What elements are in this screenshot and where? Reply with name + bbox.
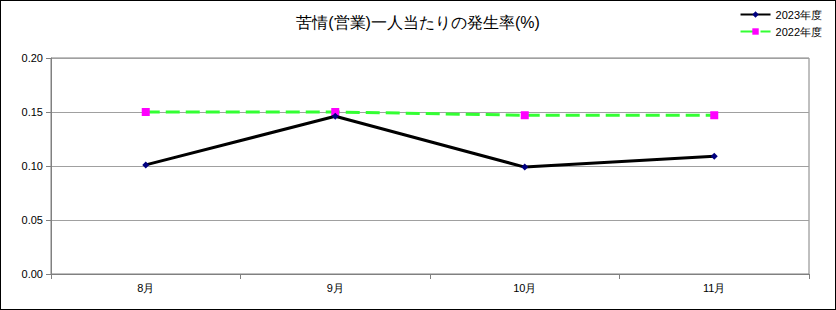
svg-text:11月: 11月 — [703, 282, 725, 294]
svg-text:0.05: 0.05 — [22, 214, 43, 226]
svg-text:0.15: 0.15 — [22, 106, 43, 118]
svg-text:0.00: 0.00 — [22, 268, 43, 280]
svg-text:10月: 10月 — [513, 282, 536, 294]
svg-text:9月: 9月 — [327, 282, 344, 294]
svg-text:2022年度: 2022年度 — [776, 26, 822, 38]
svg-text:0.20: 0.20 — [22, 52, 43, 64]
svg-text:2023年度: 2023年度 — [776, 9, 822, 21]
svg-text:8月: 8月 — [137, 282, 154, 294]
svg-text:0.10: 0.10 — [22, 160, 43, 172]
svg-text:苦情(営業)一人当たりの発生率(%): 苦情(営業)一人当たりの発生率(%) — [296, 14, 540, 31]
